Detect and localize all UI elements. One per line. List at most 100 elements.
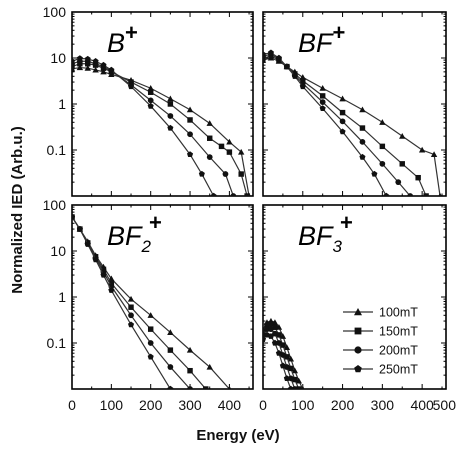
panel-label: BF3+ xyxy=(298,210,353,256)
data-point-250mT xyxy=(167,124,174,131)
data-point-250mT xyxy=(287,385,294,389)
y-tick-label: 0.1 xyxy=(47,142,67,158)
y-tick-label: 100 xyxy=(43,4,67,20)
legend-label: 150mT xyxy=(379,325,418,339)
data-point-200mT xyxy=(395,179,402,186)
series-line-250mT xyxy=(263,52,387,196)
panel-label: BF2+ xyxy=(107,210,162,256)
data-point-200mT xyxy=(264,326,270,333)
legend-item-200mT: 200mT xyxy=(343,344,418,358)
data-point-200mT xyxy=(167,364,174,370)
data-point-100mT xyxy=(206,363,213,370)
data-point-150mT xyxy=(72,63,75,70)
data-point-250mT xyxy=(72,213,76,220)
series-line-200mT xyxy=(72,60,234,196)
data-point-150mT xyxy=(263,328,266,334)
y-tick-label: 10 xyxy=(50,50,66,66)
data-point-150mT xyxy=(108,280,115,286)
data-point-250mT xyxy=(291,73,298,79)
legend-item-250mT: 250mT xyxy=(343,363,418,377)
data-point-200mT xyxy=(128,312,134,319)
data-point-200mT xyxy=(359,139,366,145)
panel-frame xyxy=(71,11,254,197)
data-point-100mT xyxy=(92,66,99,73)
data-point-100mT xyxy=(147,85,154,91)
x-tick-label: 300 xyxy=(178,397,202,413)
data-point-100mT xyxy=(287,355,295,362)
data-point-200mT xyxy=(276,340,282,346)
data-point-150mT xyxy=(399,161,405,167)
data-point-100mT xyxy=(237,148,245,155)
data-point-200mT xyxy=(147,97,154,104)
data-point-250mT xyxy=(319,105,326,112)
data-point-100mT xyxy=(127,295,135,302)
data-point-100mT xyxy=(359,106,366,113)
data-point-250mT xyxy=(283,63,290,70)
data-point-100mT xyxy=(167,329,174,335)
data-point-150mT xyxy=(147,326,154,332)
data-point-150mT xyxy=(244,193,250,196)
series-line-100mT xyxy=(263,57,441,196)
data-point-200mT xyxy=(167,113,174,119)
panel-label: B+ xyxy=(107,20,138,58)
data-point-150mT xyxy=(288,365,294,372)
data-point-100mT xyxy=(418,146,426,153)
panel-frame xyxy=(262,11,447,197)
data-point-250mT xyxy=(76,225,83,232)
data-point-150mT xyxy=(226,149,233,155)
data-point-150mT xyxy=(147,89,154,95)
x-tick-label: 0 xyxy=(68,397,76,413)
panel-bf2-plus: BF2+ xyxy=(71,204,254,390)
y-tick-labels-top: 100 10 1 0.1 xyxy=(43,4,67,158)
data-point-250mT xyxy=(127,83,135,90)
data-point-150mT xyxy=(206,135,213,141)
panel-frame xyxy=(71,204,254,390)
data-point-250mT xyxy=(92,256,99,263)
data-point-100mT xyxy=(206,120,213,126)
x-tick-label: 200 xyxy=(139,397,163,413)
data-point-250mT xyxy=(275,350,282,356)
y-tick-label: 0.1 xyxy=(47,335,67,351)
data-point-200mT xyxy=(287,375,294,382)
data-point-100mT xyxy=(379,119,386,125)
x-axis-title: Energy (eV) xyxy=(196,427,279,444)
data-point-150mT xyxy=(167,347,174,353)
x-tick-label: 500 xyxy=(433,397,457,413)
data-point-250mT xyxy=(371,170,378,177)
data-point-250mT xyxy=(275,54,282,61)
data-point-200mT xyxy=(187,131,193,138)
legend-marker-pentagon xyxy=(354,365,362,373)
y-tick-label: 1 xyxy=(58,96,66,112)
data-point-200mT xyxy=(407,193,414,196)
data-point-250mT xyxy=(299,83,306,90)
panel-bf3-plus: BF3+ xyxy=(262,204,447,390)
y-tick-labels-bottom: 100 10 1 0.1 xyxy=(43,197,67,351)
data-point-150mT xyxy=(268,321,274,327)
data-point-250mT xyxy=(100,61,107,68)
data-point-250mT xyxy=(383,192,390,196)
data-point-200mT xyxy=(319,99,326,105)
data-point-250mT xyxy=(198,170,205,177)
data-point-200mT xyxy=(147,340,154,346)
data-point-250mT xyxy=(167,385,174,389)
legend-label: 100mT xyxy=(379,306,418,320)
panel-bf-plus: BF+ xyxy=(262,11,447,197)
y-tick-label: 10 xyxy=(50,243,66,259)
data-point-200mT xyxy=(339,118,346,125)
data-point-100mT xyxy=(438,192,442,196)
series-line-250mT xyxy=(72,57,215,196)
data-point-150mT xyxy=(203,386,209,389)
data-point-100mT xyxy=(301,385,305,389)
data-point-150mT xyxy=(264,322,270,329)
data-point-100mT xyxy=(339,95,346,102)
data-point-150mT xyxy=(292,376,298,383)
data-point-250mT xyxy=(84,55,91,62)
data-point-100mT xyxy=(226,138,233,145)
data-point-250mT xyxy=(271,339,278,346)
data-point-100mT xyxy=(147,312,154,318)
panel-label: BF+ xyxy=(298,20,345,58)
data-point-150mT xyxy=(423,193,429,196)
series-line-150mT xyxy=(263,55,427,196)
data-point-100mT xyxy=(186,106,194,113)
